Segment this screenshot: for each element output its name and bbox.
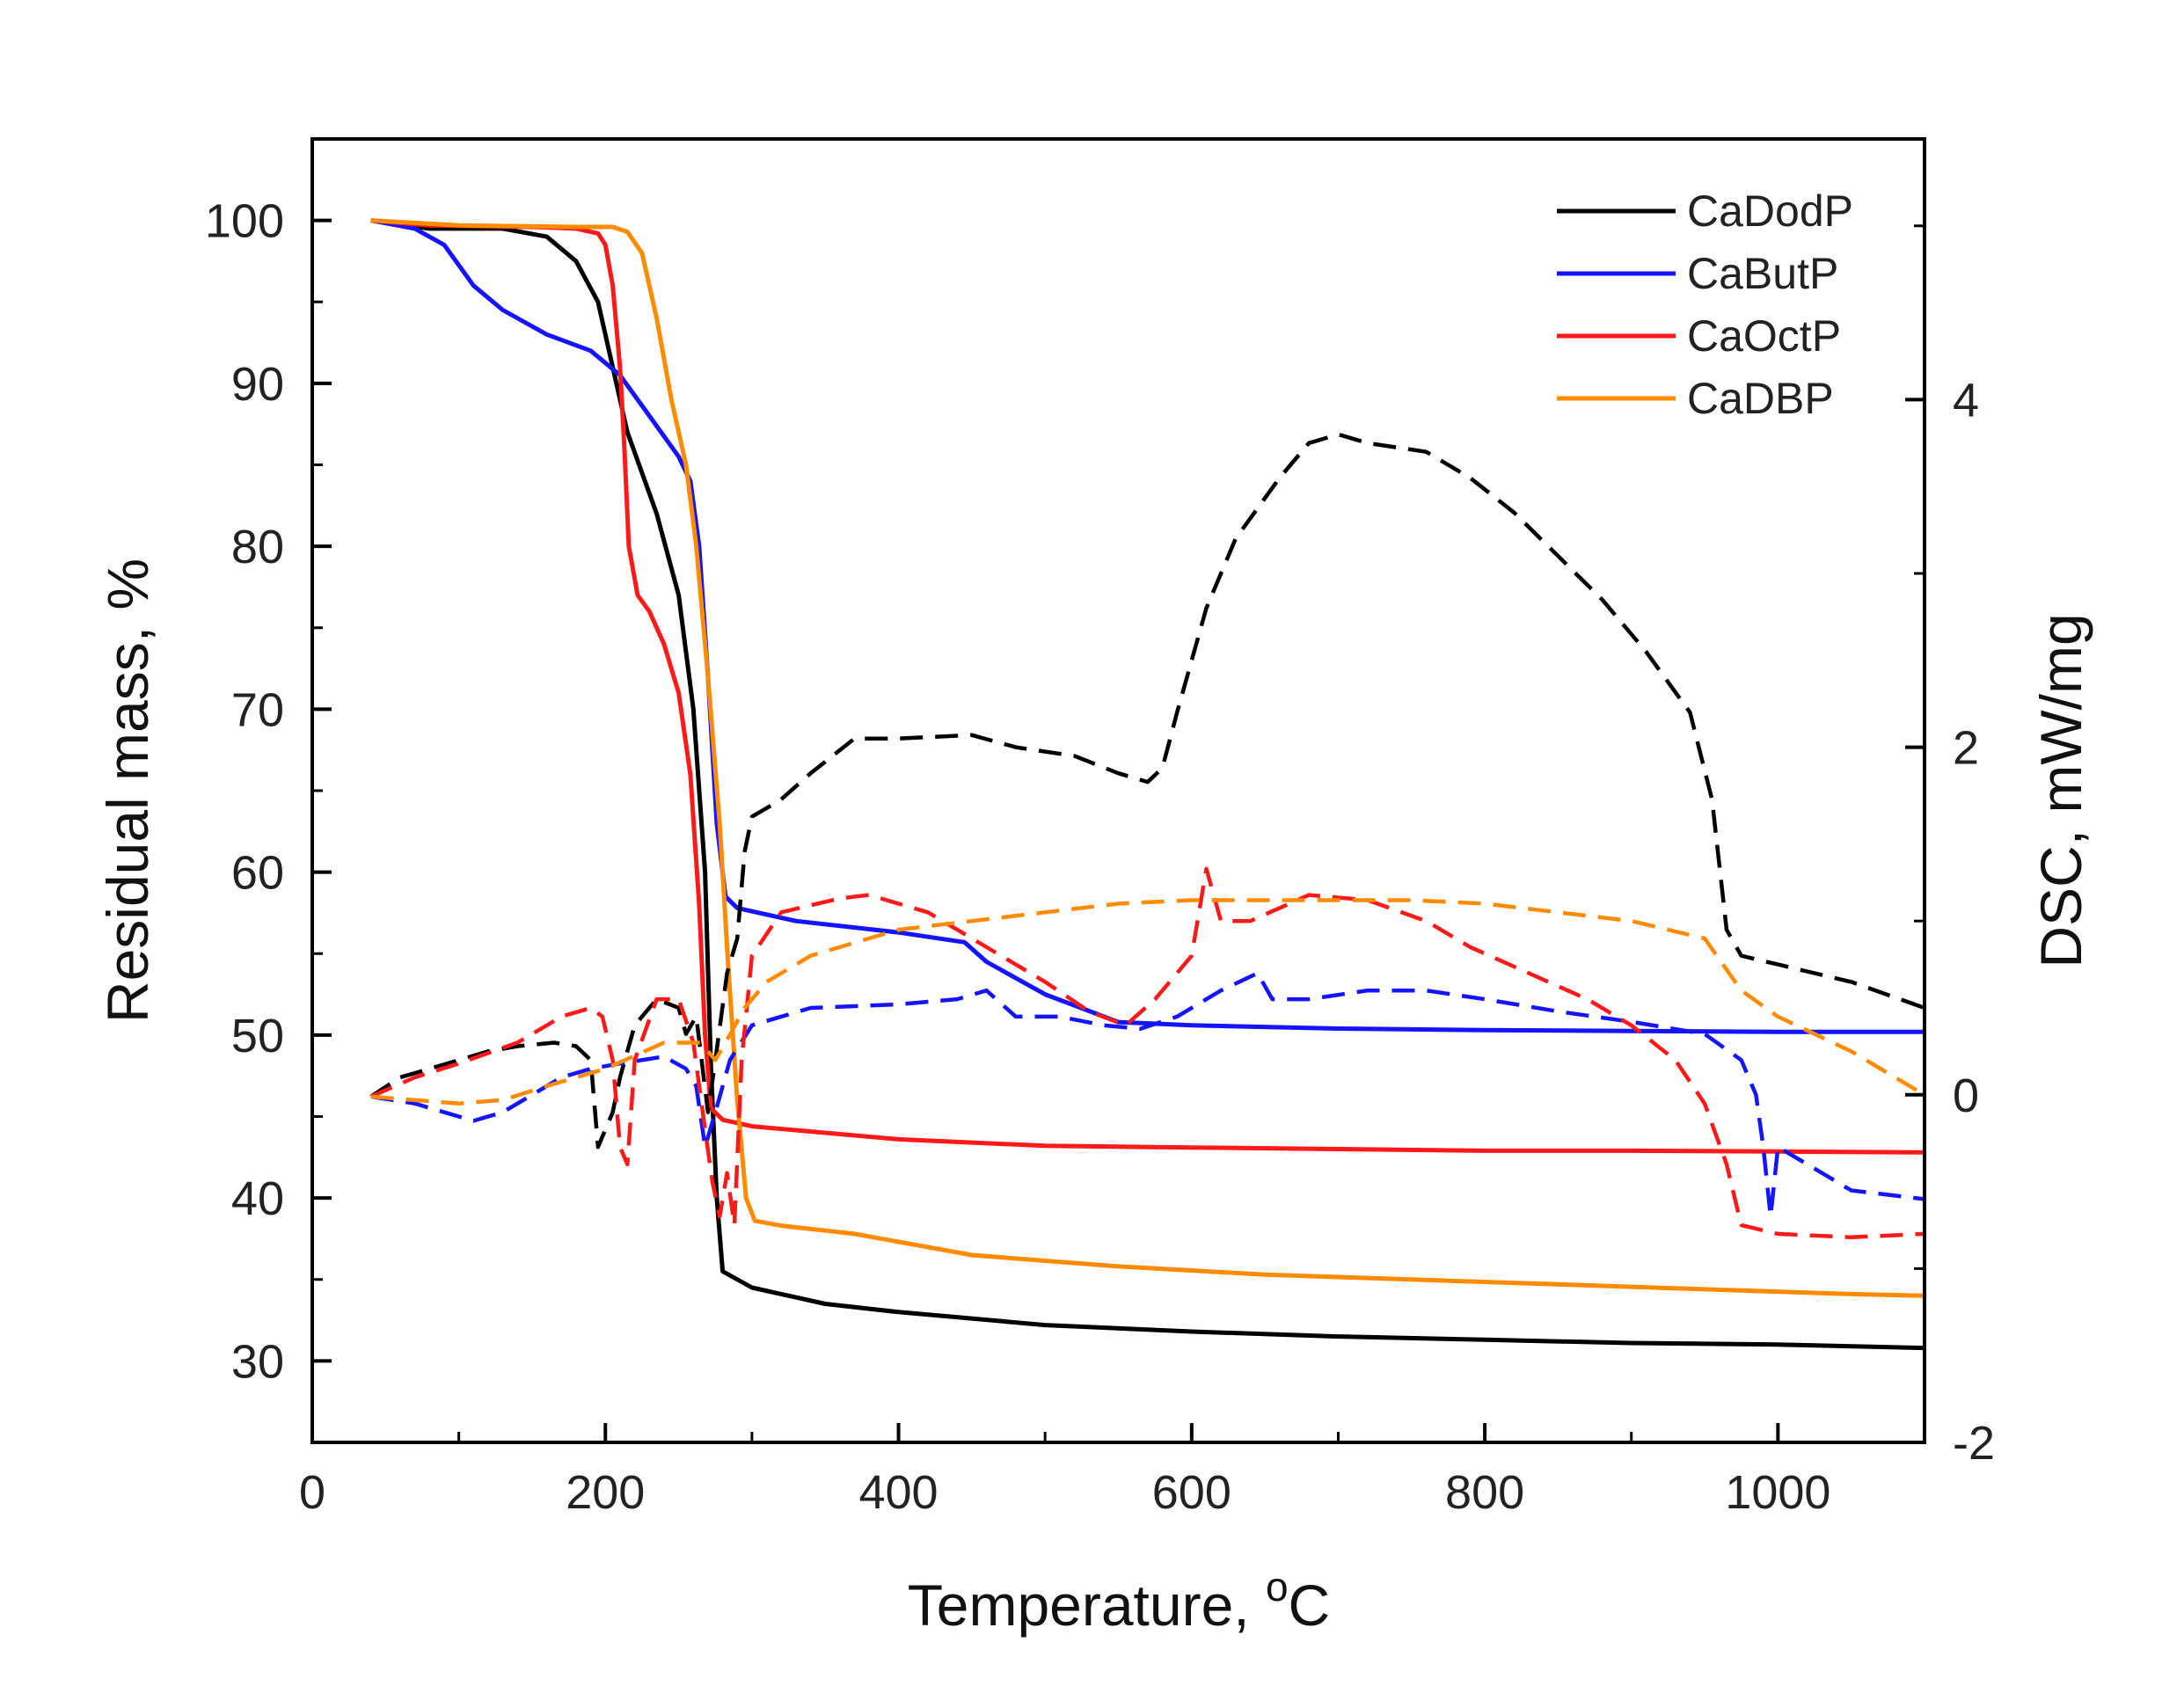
series-group (369, 218, 1925, 1351)
x-tick-label: 400 (858, 1466, 938, 1519)
x-axis-title: Temperature, oC (908, 1564, 1330, 1638)
series-line-caoctp-tg (370, 218, 1925, 1155)
y-left-tick-label: 70 (231, 683, 284, 736)
y-left-tick-label: 30 (231, 1335, 284, 1388)
y-left-tick-label: 100 (205, 195, 284, 248)
y-right-tick-label: 2 (1953, 722, 1979, 775)
y-axis-right-title: DSC, mW/mg (2028, 613, 2093, 967)
series-line-cadbp-tg (370, 218, 1925, 1298)
x-tick-label: 0 (299, 1466, 325, 1519)
legend: CaDodP CaButP CaOctP CaDBP (1557, 186, 1853, 423)
x-axis-title-superscript: o (1266, 1564, 1289, 1609)
y-left-tick-label: 60 (231, 847, 284, 900)
series-layer (369, 218, 1925, 1351)
y-right-tick-label: 0 (1953, 1069, 1979, 1122)
y-left-tick-label: 40 (231, 1172, 284, 1225)
y-left-tick-label: 80 (231, 521, 284, 573)
x-tick-label: 800 (1445, 1466, 1524, 1519)
x-tick-label: 600 (1152, 1466, 1231, 1519)
y-left-tick-label: 50 (231, 1010, 284, 1062)
x-tick-label: 200 (566, 1466, 645, 1519)
plot-frame (310, 137, 1926, 1444)
ticks-layer: 0 200 400 600 800 1000 30 40 50 60 70 80 90 100 -2 0 2 4 (205, 195, 1995, 1519)
y-left-tick-label: 90 (231, 358, 284, 411)
x-axis-title-unit: C (1289, 1573, 1331, 1638)
y-axis-left-title: Residual mass, % (95, 558, 160, 1023)
series-line-cadodp-dsc (369, 432, 1925, 1150)
legend-label-cadbp: CaDBP (1687, 374, 1834, 423)
series-line-caoctp-dsc (369, 866, 1925, 1240)
series-line-cadbp-dsc (370, 898, 1925, 1106)
series-line-cabutp-dsc (370, 971, 1925, 1219)
legend-label-caoctp: CaOctP (1687, 311, 1841, 361)
y-right-tick-label: 4 (1953, 374, 1979, 427)
series-line-cadodp-tg (370, 218, 1925, 1351)
x-axis-title-text: Temperature, (908, 1573, 1266, 1638)
y-right-tick-label: -2 (1953, 1417, 1995, 1470)
legend-label-cabutp: CaButP (1687, 249, 1838, 298)
legend-label-cadodp: CaDodP (1687, 186, 1853, 236)
x-tick-label: 1000 (1725, 1466, 1830, 1519)
